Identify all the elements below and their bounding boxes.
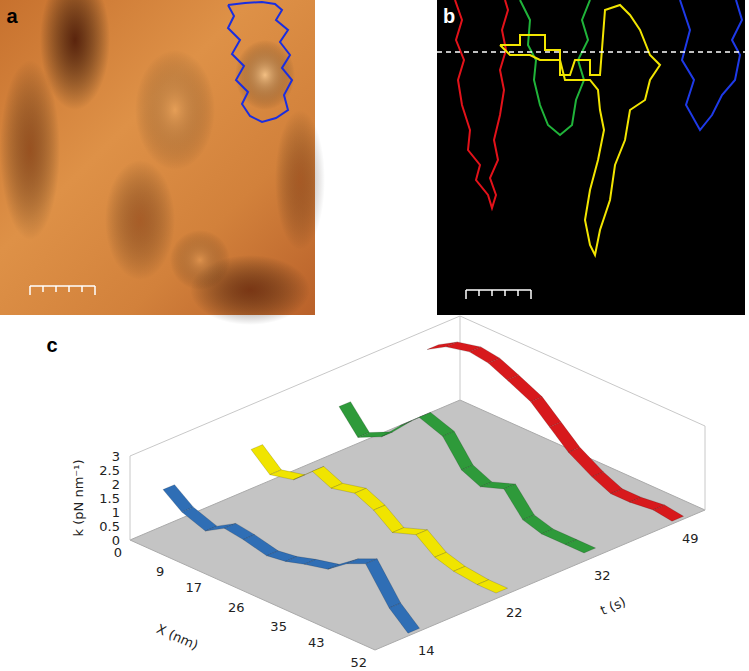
svg-text:3: 3 <box>112 449 120 464</box>
svg-text:35: 35 <box>270 619 287 634</box>
svg-text:0: 0 <box>111 532 120 548</box>
svg-text:26: 26 <box>228 600 245 615</box>
svg-text:b: b <box>443 5 455 27</box>
svg-text:0.5: 0.5 <box>99 519 120 534</box>
svg-text:22: 22 <box>506 605 523 620</box>
svg-text:32: 32 <box>594 568 611 583</box>
svg-text:0: 0 <box>114 545 122 560</box>
svg-text:k (pN nm⁻¹): k (pN nm⁻¹) <box>71 460 86 537</box>
svg-text:17: 17 <box>186 580 203 595</box>
svg-text:a: a <box>6 5 18 27</box>
svg-text:2: 2 <box>112 477 120 492</box>
svg-text:c: c <box>46 334 57 356</box>
svg-text:9: 9 <box>156 564 164 579</box>
svg-text:t (s): t (s) <box>598 594 628 618</box>
svg-text:52: 52 <box>350 655 367 670</box>
svg-text:1: 1 <box>112 505 120 520</box>
svg-text:X (nm): X (nm) <box>154 621 200 653</box>
svg-text:2.5: 2.5 <box>99 463 120 478</box>
svg-text:14: 14 <box>418 643 435 658</box>
svg-text:49: 49 <box>682 531 699 546</box>
svg-text:43: 43 <box>308 635 325 650</box>
svg-text:1.5: 1.5 <box>99 491 120 506</box>
